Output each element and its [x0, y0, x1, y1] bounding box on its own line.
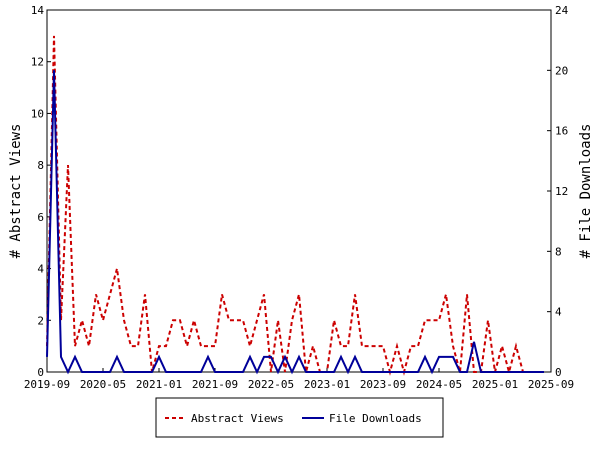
right-y-tick-label: 24: [555, 4, 569, 17]
right-y-tick-label: 12: [555, 185, 568, 198]
legend: Abstract Views File Downloads: [155, 397, 444, 438]
plot-area-frame: [46, 9, 552, 373]
right-y-tick-label: 20: [555, 64, 568, 77]
left-axis-title: # Abstract Views: [8, 124, 24, 259]
series-layer: [46, 35, 544, 376]
right-y-tick-label: 4: [555, 306, 562, 319]
x-tick-label: 2019-09: [24, 378, 70, 391]
right-axis-title: # File Downloads: [578, 124, 594, 259]
left-y-tick-label: 2: [37, 314, 44, 327]
right-y-tick-label: 16: [555, 125, 568, 138]
x-tick-label: 2024-05: [416, 378, 462, 391]
left-y-axis: 0 2 4 6 8 10 12 14: [31, 4, 51, 379]
x-tick-label: 2022-05: [248, 378, 294, 391]
legend-label-abstract-views: Abstract Views: [191, 412, 284, 425]
right-y-tick-label: 0: [555, 366, 562, 379]
series-line-file-downloads: [46, 70, 544, 375]
legend-label-file-downloads: File Downloads: [329, 412, 422, 425]
right-y-tick-label: 8: [555, 245, 562, 258]
x-tick-label: 2021-01: [136, 378, 182, 391]
x-tick-label: 2023-09: [360, 378, 406, 391]
left-y-tick-label: 4: [37, 263, 44, 276]
x-tick-label: 2023-01: [304, 378, 350, 391]
left-y-tick-label: 8: [37, 159, 44, 172]
legend-box: [155, 397, 444, 438]
x-tick-label: 2020-05: [80, 378, 126, 391]
left-y-tick-label: 0: [37, 366, 44, 379]
x-tick-label: 2025-01: [472, 378, 518, 391]
x-tick-label: 2025-09: [528, 378, 574, 391]
left-y-tick-label: 12: [31, 56, 44, 69]
left-y-tick-label: 10: [31, 107, 44, 120]
series-line-abstract-views: [46, 35, 544, 376]
x-tick-label: 2021-09: [192, 378, 238, 391]
right-y-axis: 0 4 8 12 16 20 24: [547, 4, 569, 379]
left-y-tick-label: 14: [31, 4, 45, 17]
x-axis: 2019-09 2020-05 2021-01 2021-09 2022-05 2023-…: [24, 368, 574, 391]
left-y-tick-label: 6: [37, 211, 44, 224]
